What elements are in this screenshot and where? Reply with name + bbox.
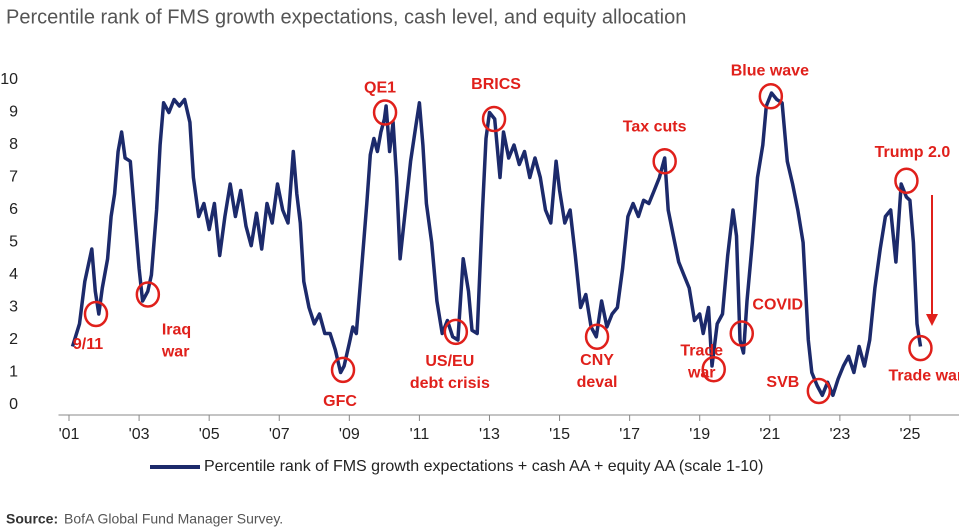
y-tick-label: 6	[9, 201, 18, 218]
annotation-circle	[83, 300, 109, 328]
annotation-label: Trade war	[888, 367, 959, 384]
annotation-circle	[584, 323, 610, 350]
x-tick-label: '21	[759, 426, 780, 443]
annotation-label: debt crisis	[410, 375, 490, 392]
annotation-label: QE1	[364, 80, 396, 97]
source: BofA Global Fund Manager Survey.	[64, 511, 283, 527]
annotation-circle	[330, 356, 356, 384]
legend-label: Percentile rank of FMS growth expectatio…	[204, 458, 763, 475]
annotation-label: COVID	[752, 297, 803, 314]
x-tick-label: '07	[269, 426, 290, 443]
annotation-label: BRICS	[471, 76, 521, 93]
annotation-label: US/EU	[425, 353, 474, 370]
x-tick-label: '13	[479, 426, 500, 443]
annotation-circle	[701, 356, 726, 383]
annotation-label: SVB	[766, 374, 799, 391]
x-tick-label: '19	[689, 426, 710, 443]
x-tick-label: '11	[410, 426, 430, 443]
annotation-label: GFC	[323, 393, 357, 410]
annotation-circle	[758, 83, 784, 110]
annotation-label: 9/11	[73, 336, 103, 353]
y-tick-label: 10	[0, 71, 18, 88]
y-tick-label: 7	[9, 169, 18, 186]
y-tick-label: 4	[9, 266, 18, 283]
chart-title: Percentile rank of FMS growth expectatio…	[6, 6, 686, 28]
annotation-label: Trade	[680, 342, 723, 359]
annotation-label: Blue wave	[731, 62, 809, 79]
annotation-circle	[729, 320, 755, 347]
data-line	[70, 91, 923, 398]
x-tick-label: '23	[829, 426, 850, 443]
arrow	[926, 195, 938, 326]
y-tick-label: 0	[9, 396, 18, 413]
x-tick-label: '17	[619, 426, 640, 443]
annotation-label: war	[687, 364, 716, 381]
source-label: Source:	[6, 511, 58, 527]
annotation-label: Iraq	[162, 322, 191, 339]
annotation-circle	[443, 318, 469, 346]
annotation-label: Tax cuts	[623, 118, 687, 135]
x-tick-label: '25	[900, 426, 921, 443]
annotation-circle	[372, 99, 398, 126]
y-tick-label: 5	[9, 234, 18, 251]
annotation-label: Trump 2.0	[875, 144, 951, 161]
x-tick-label: '03	[129, 426, 150, 443]
y-tick-label: 2	[9, 331, 18, 348]
x-tick-label: '01	[59, 426, 80, 443]
x-tick-label: '15	[549, 426, 570, 443]
x-tick-label: '05	[199, 426, 220, 443]
y-tick-label: 1	[9, 364, 18, 381]
y-tick-label: 8	[9, 136, 18, 153]
y-tick-label: 9	[9, 104, 18, 121]
annotation-circle	[908, 334, 933, 362]
annotation-circle	[894, 167, 919, 194]
annotation-circle	[806, 377, 832, 405]
annotation-circle	[481, 105, 507, 133]
annotation-label: deval	[577, 374, 618, 391]
annotation-label: war	[161, 344, 190, 361]
y-tick-label: 3	[9, 299, 18, 316]
annotation-circle	[135, 281, 161, 308]
annotation-label: CNY	[580, 352, 614, 369]
annotation-circle	[652, 148, 677, 175]
x-tick-label: '09	[339, 426, 360, 443]
